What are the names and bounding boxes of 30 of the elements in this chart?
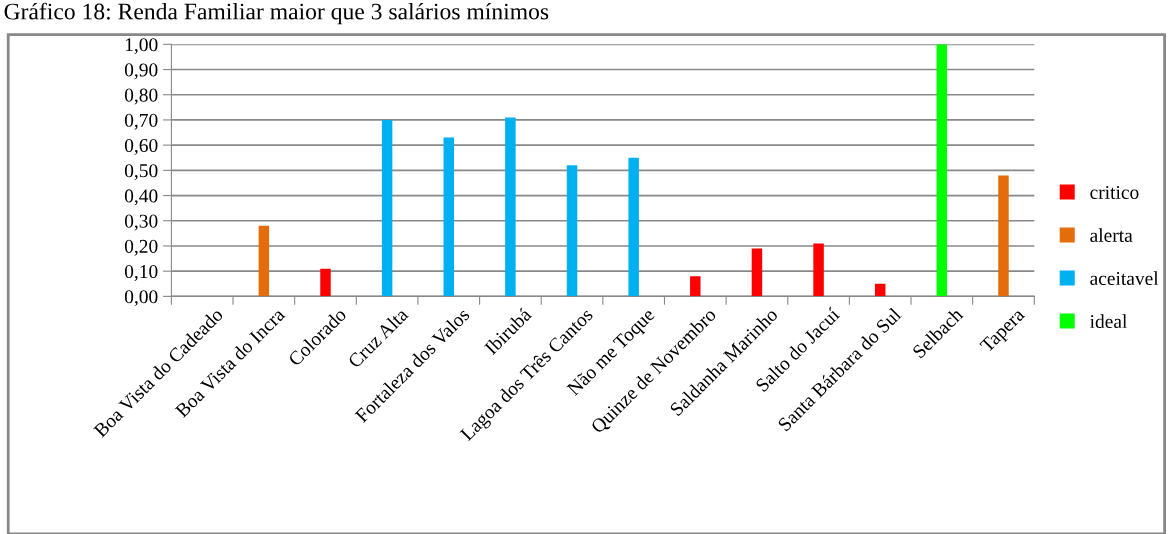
bar	[381, 119, 393, 297]
legend-label: aceitavel	[1090, 271, 1159, 285]
legend-label: ideal	[1090, 314, 1127, 329]
bar	[566, 165, 578, 297]
y-tick-label: 0,20	[124, 239, 158, 256]
y-tick-label: 0,00	[124, 290, 158, 307]
bar	[443, 137, 454, 297]
bar	[690, 276, 701, 297]
bar	[628, 157, 639, 297]
bar	[813, 243, 824, 297]
y-tick-label: 0,70	[124, 113, 158, 130]
bar	[998, 175, 1009, 297]
x-tick-label: Cruz Alta	[346, 306, 409, 369]
bar	[874, 283, 886, 297]
bar	[936, 44, 948, 297]
y-tick-label: 0,40	[124, 189, 158, 206]
chart-title: Gráfico 18: Renda Familiar maior que 3 salários mínimos	[4, 2, 549, 25]
legend-label: alerta	[1090, 228, 1133, 242]
y-tick-label: 0,60	[124, 138, 158, 155]
y-tick-label: 0,50	[124, 164, 158, 181]
bar	[505, 117, 516, 297]
bar	[258, 225, 270, 297]
y-tick-label: 0,30	[124, 214, 158, 231]
bar	[751, 248, 763, 297]
legend-label: critico	[1090, 185, 1139, 199]
y-tick-label: 0,80	[124, 88, 158, 105]
bar	[320, 268, 331, 297]
y-tick-label: 0,10	[124, 264, 158, 281]
y-tick-label: 1,00	[125, 38, 158, 55]
y-tick-label: 0,90	[124, 63, 158, 80]
